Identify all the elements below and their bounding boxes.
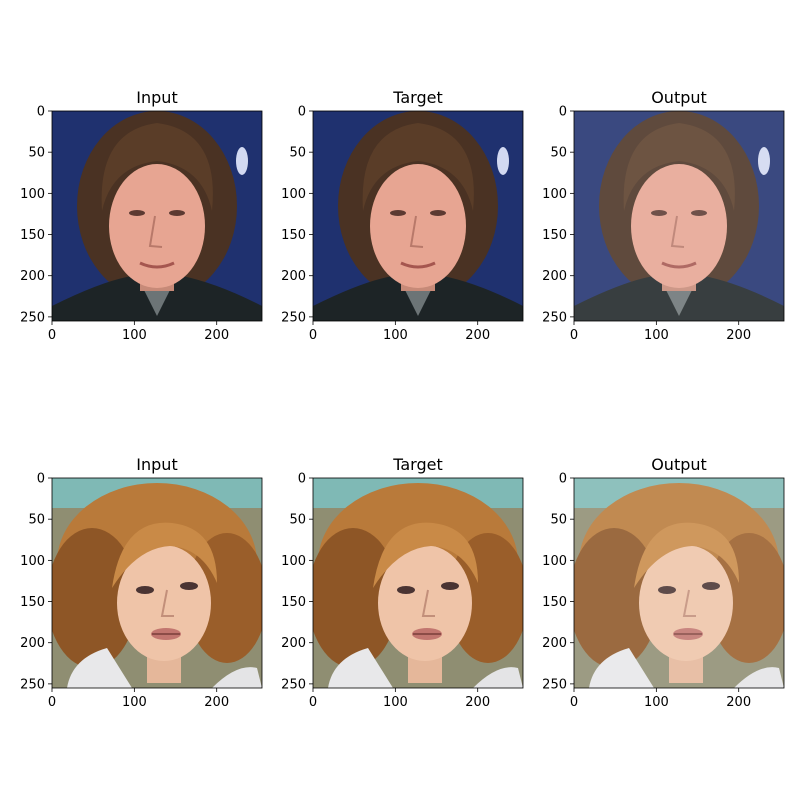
y-tick-label: 100 (542, 187, 567, 202)
y-tick-label: 150 (281, 595, 306, 610)
y-tick-label: 50 (550, 146, 567, 161)
y-tick-label: 150 (542, 228, 567, 243)
x-tick-label: 100 (383, 695, 408, 710)
image-panel: Output 0 100 200 0 50 100 150 200 250 (542, 455, 785, 710)
x-tick-label: 0 (48, 328, 56, 343)
y-tick-label: 150 (20, 228, 45, 243)
x-tick-label: 200 (204, 695, 229, 710)
y-tick-label: 250 (20, 310, 45, 325)
axes-frame (573, 110, 785, 322)
y-tick-label: 50 (289, 513, 306, 528)
axes-frame (312, 110, 524, 322)
x-tick-label: 100 (383, 328, 408, 343)
y-tick-label: 150 (542, 595, 567, 610)
axes-frame (312, 477, 524, 689)
y-tick-label: 200 (281, 269, 306, 284)
y-tick-label: 0 (298, 472, 306, 487)
x-tick-label: 100 (122, 328, 147, 343)
face-image (52, 478, 262, 688)
y-tick-label: 150 (281, 228, 306, 243)
panel-title: Input (136, 455, 177, 474)
y-tick-label: 100 (281, 187, 306, 202)
y-tick-label: 0 (559, 105, 567, 120)
x-tick-label: 200 (204, 328, 229, 343)
y-tick-label: 0 (559, 472, 567, 487)
y-tick-label: 0 (37, 105, 45, 120)
x-tick-label: 0 (309, 695, 317, 710)
axes-frame (51, 477, 263, 689)
y-tick-label: 250 (542, 677, 567, 692)
x-tick-label: 200 (726, 695, 751, 710)
x-tick-label: 100 (644, 328, 669, 343)
image-panel: Output 0 100 200 0 50 100 150 200 250 (542, 88, 785, 343)
face-image (52, 111, 262, 321)
x-tick-label: 100 (644, 695, 669, 710)
x-tick-label: 0 (570, 328, 578, 343)
y-tick-label: 50 (28, 146, 45, 161)
x-tick-label: 200 (465, 695, 490, 710)
y-tick-label: 250 (542, 310, 567, 325)
panel-title: Output (651, 455, 707, 474)
y-tick-label: 50 (550, 513, 567, 528)
y-tick-label: 100 (542, 554, 567, 569)
face-image (313, 478, 523, 688)
axes-frame (51, 110, 263, 322)
y-tick-label: 50 (28, 513, 45, 528)
y-tick-label: 250 (20, 677, 45, 692)
x-tick-label: 200 (726, 328, 751, 343)
x-tick-label: 0 (570, 695, 578, 710)
y-tick-label: 0 (298, 105, 306, 120)
y-tick-label: 100 (20, 554, 45, 569)
y-tick-label: 250 (281, 677, 306, 692)
y-tick-label: 0 (37, 472, 45, 487)
face-image (313, 111, 523, 321)
image-panel: Target 0 100 200 0 50 100 150 200 250 (281, 88, 524, 343)
image-panel: Target 0 100 200 0 50 100 150 200 250 (281, 455, 524, 710)
y-tick-label: 100 (281, 554, 306, 569)
face-image (574, 478, 784, 688)
face-image (574, 111, 784, 321)
axes-frame (573, 477, 785, 689)
y-tick-label: 200 (542, 269, 567, 284)
x-tick-label: 0 (309, 328, 317, 343)
y-tick-label: 100 (20, 187, 45, 202)
panel-title: Target (392, 88, 443, 107)
panel-title: Input (136, 88, 177, 107)
image-panel: Input 0 100 200 0 50 100 150 200 250 (20, 88, 263, 343)
y-tick-label: 200 (20, 269, 45, 284)
y-tick-label: 150 (20, 595, 45, 610)
y-tick-label: 200 (20, 636, 45, 651)
x-tick-label: 200 (465, 328, 490, 343)
panel-title: Target (392, 455, 443, 474)
y-tick-label: 250 (281, 310, 306, 325)
image-panel: Input 0 100 200 0 50 100 150 200 250 (20, 455, 263, 710)
panel-title: Output (651, 88, 707, 107)
y-tick-label: 200 (281, 636, 306, 651)
x-tick-label: 100 (122, 695, 147, 710)
x-tick-label: 0 (48, 695, 56, 710)
y-tick-label: 200 (542, 636, 567, 651)
y-tick-label: 50 (289, 146, 306, 161)
